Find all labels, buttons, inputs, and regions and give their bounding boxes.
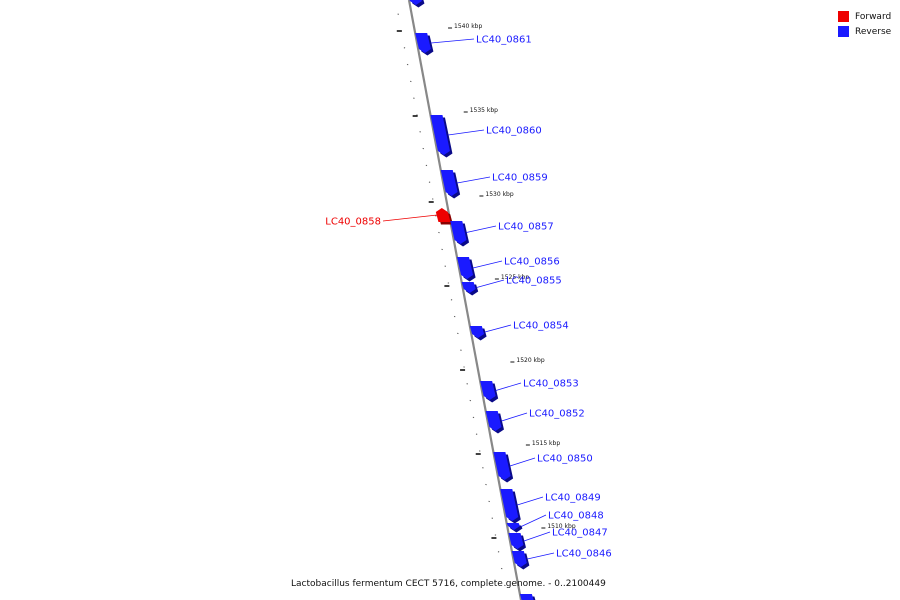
gene-leader — [517, 496, 544, 506]
reverse-gene: LC40_0850 — [493, 452, 593, 483]
legend-forward: Forward — [838, 9, 891, 24]
gene-label: LC40_0861 — [476, 35, 532, 46]
gene-body — [440, 170, 458, 196]
gene-body — [450, 221, 467, 244]
gene-body — [519, 594, 534, 600]
gene-label: LC40_0858 — [325, 217, 381, 228]
gene-body — [485, 411, 502, 431]
gene-leader — [495, 382, 522, 391]
gene-leader — [457, 176, 491, 184]
scale-label: 1540 kbp — [454, 23, 482, 30]
gene-leader — [430, 38, 475, 44]
gene-label: LC40_0856 — [504, 257, 560, 268]
reverse-swatch — [838, 26, 849, 37]
reverse-gene: LC40_0854 — [469, 321, 569, 341]
gene-label: LC40_0854 — [513, 321, 569, 332]
scale-label: 1525 kbp — [501, 274, 529, 281]
gene-body — [480, 381, 496, 400]
gene-leader — [509, 457, 536, 467]
reverse-gene: LC40_0852 — [485, 409, 585, 434]
forward-label: Forward — [855, 11, 892, 22]
reverse-gene: LC40_0849 — [500, 489, 601, 524]
reverse-gene: LC40_0853 — [480, 379, 579, 403]
gene-label: LC40_0859 — [492, 173, 548, 184]
genome-backbone — [407, 0, 523, 600]
gene-body — [469, 326, 485, 338]
gene-label: LC40_0852 — [529, 409, 585, 420]
gene-leader — [521, 514, 547, 527]
reverse-label: Reverse — [855, 26, 892, 37]
gene-label: LC40_0848 — [548, 511, 604, 522]
gene-body — [500, 489, 519, 521]
gene-label: LC40_0857 — [498, 222, 554, 233]
reverse-gene — [519, 594, 536, 600]
reverse-gene: LC40_0857 — [450, 221, 554, 247]
gene-body — [506, 523, 520, 530]
gene-label: LC40_0853 — [523, 379, 579, 390]
gene-label: LC40_0847 — [552, 528, 608, 539]
tick-marks — [396, 13, 506, 587]
reverse-gene: LC40_0855 — [461, 276, 562, 296]
reverse-gene: LC40_0861 — [415, 33, 532, 56]
reverse-gene: LC40_0860 — [430, 115, 542, 158]
forward-swatch — [838, 11, 849, 22]
gene-leader — [448, 129, 485, 136]
legend: Forward Reverse — [838, 9, 891, 39]
gene-leader — [523, 531, 551, 542]
genome-caption: Lactobacillus fermentum CECT 5716, compl… — [291, 579, 606, 589]
gene-leader — [527, 552, 555, 560]
gene-body — [456, 257, 474, 279]
gene-label: LC40_0846 — [556, 549, 612, 560]
scale-label: 1520 kbp — [516, 357, 544, 364]
reverse-gene: LC40_0847 — [508, 528, 608, 552]
reverse-gene: LC40_0846 — [511, 549, 612, 570]
gene-body — [409, 0, 422, 5]
gene-leader — [382, 214, 438, 222]
forward-gene: LC40_0858 — [325, 208, 453, 228]
gene-body — [430, 115, 450, 155]
gene-body — [511, 551, 527, 567]
gene-body — [461, 282, 476, 293]
gene-features: LC40_0861 LC40_0860 LC40_0859 LC40_0858 LC40… — [325, 0, 612, 600]
gene-body — [493, 452, 511, 480]
reverse-gene: LC40_0848 — [506, 511, 604, 533]
gene-label: LC40_0855 — [506, 276, 562, 287]
gene-label: LC40_0850 — [537, 454, 593, 465]
legend-reverse: Reverse — [838, 24, 891, 39]
gene-leader — [476, 279, 505, 288]
reverse-gene: LC40_0856 — [456, 257, 560, 282]
reverse-gene: LC40_0859 — [440, 170, 548, 199]
gene-body — [508, 533, 524, 549]
gene-body — [435, 208, 451, 222]
scale-label: 1530 kbp — [485, 191, 513, 198]
scale-label: 1535 kbp — [470, 107, 498, 114]
gene-label: LC40_0849 — [545, 493, 601, 504]
scale-labels: 1540 kbp 1535 kbp 1530 kbp 1525 kbp 1520 kbp… — [448, 23, 576, 530]
gene-label: LC40_0860 — [486, 126, 542, 137]
gene-leader — [484, 324, 512, 333]
gene-leader — [472, 260, 503, 269]
reverse-gene — [409, 0, 425, 8]
scale-label: 1510 kbp — [547, 523, 575, 530]
gene-leader — [466, 225, 497, 233]
gene-leader — [501, 412, 528, 422]
scale-label: 1515 kbp — [532, 440, 560, 447]
gene-body — [415, 33, 431, 53]
